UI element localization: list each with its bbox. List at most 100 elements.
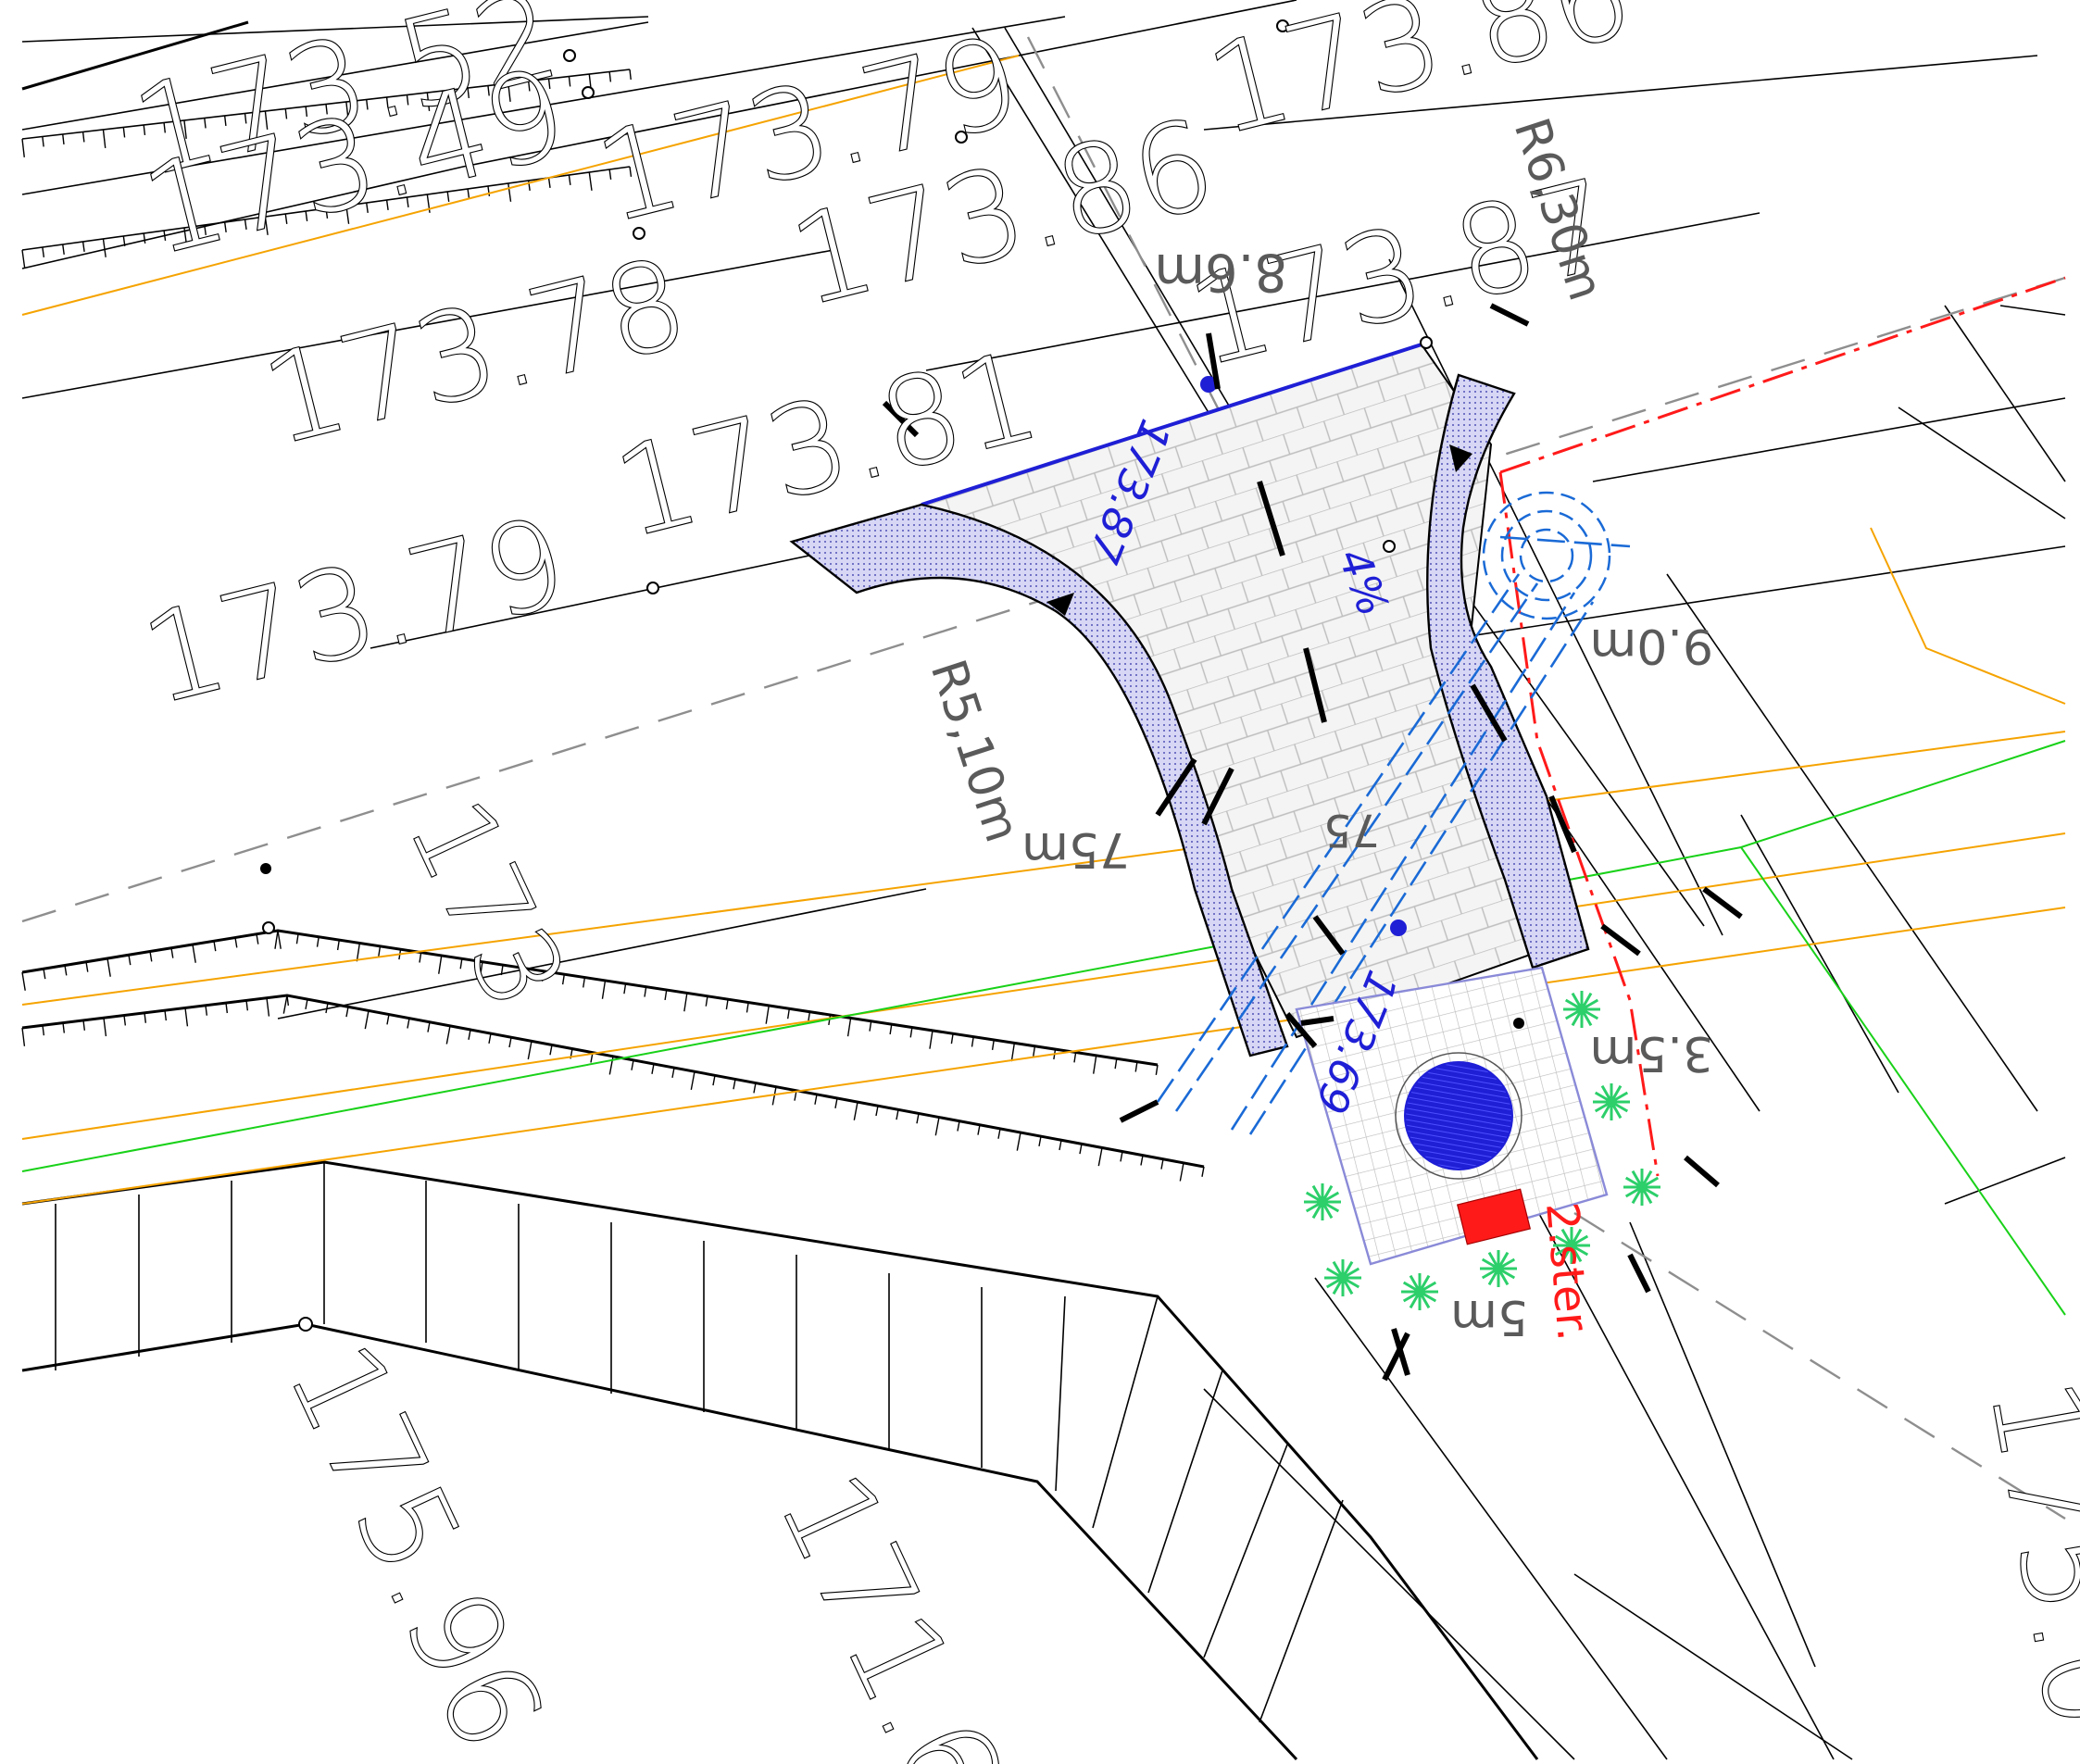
fence-tick (507, 82, 511, 102)
dimension-label: 75m (1021, 821, 1130, 877)
shrub-symbol (1401, 1273, 1438, 1310)
fence-tick (325, 104, 328, 115)
fence-tick (386, 1014, 390, 1025)
fence-tick (102, 129, 107, 148)
fence-tick (467, 87, 470, 99)
fence-tick (765, 1005, 770, 1024)
fence-tick (459, 958, 463, 970)
courtyard (1295, 966, 1609, 1266)
dimension-label: 8.6m (1154, 242, 1287, 302)
fence-tick (547, 78, 551, 90)
fence-tick (42, 1025, 45, 1036)
fence-tick (608, 169, 612, 180)
elevation-label: 173.79 (130, 491, 579, 732)
fence-tick (487, 185, 491, 196)
fence-tick (264, 216, 269, 235)
fence-tick (345, 1007, 349, 1018)
fence-tick (123, 1015, 127, 1026)
fence-tick (305, 106, 308, 118)
fence-tick (446, 191, 450, 202)
fence-tick (950, 1033, 954, 1045)
dimension-label: R5,10m (920, 653, 1031, 848)
fence-tick (336, 940, 340, 951)
fence-tick (508, 1037, 512, 1048)
fence-tick (971, 1036, 974, 1047)
fence-tick (896, 1109, 899, 1120)
fence-tick (549, 1045, 553, 1056)
fence-tick (608, 1056, 614, 1075)
fence-tick (295, 933, 299, 945)
fence-tick (853, 1101, 858, 1120)
fence-tick (1155, 1064, 1159, 1075)
fence-tick (753, 1082, 757, 1094)
fence-tick (991, 1039, 995, 1051)
fence-tick (274, 930, 279, 949)
shrub-symbol (1480, 1250, 1517, 1287)
fence-tick (122, 235, 126, 246)
elevation-label: 173 (383, 782, 590, 1028)
fence-tick (527, 1041, 533, 1060)
fence-tick (192, 944, 196, 963)
fence-tick (1059, 1140, 1062, 1151)
fence-tick (282, 995, 288, 1014)
fence-tick (170, 947, 174, 958)
fence-tick (712, 1075, 716, 1086)
fence-tick (223, 115, 227, 127)
fence-tick (183, 119, 187, 139)
drain-pipes (1156, 491, 1631, 1135)
fence-tick (629, 69, 632, 81)
elevation-label: 171.6 (751, 1452, 1028, 1764)
shrub-symbol (1563, 991, 1600, 1028)
shrub-symbol (1324, 1259, 1361, 1296)
fence-tick (1179, 1162, 1184, 1182)
fence-tick (85, 961, 89, 972)
fence-tick (527, 81, 531, 92)
fence-tick (608, 71, 612, 82)
fence-tick (601, 980, 607, 999)
fence-tick (909, 1027, 913, 1038)
fence-tick (378, 945, 382, 957)
fence-tick (1033, 1045, 1036, 1057)
shrub-symbol (1623, 1169, 1660, 1206)
fence-tick (62, 133, 65, 145)
fence-tick (144, 1012, 147, 1023)
fence-tick (21, 971, 26, 991)
fence-tick (705, 995, 708, 1007)
fence-tick (547, 177, 551, 188)
fence-tick (305, 210, 308, 221)
fence-tick (102, 238, 107, 257)
fence-tick (438, 955, 443, 974)
fence-tick (568, 174, 571, 185)
fence-tick (385, 199, 389, 210)
fence-tick (345, 101, 349, 120)
fence-tick (487, 85, 490, 96)
fence-tick (62, 244, 65, 255)
fence-tick (1093, 1055, 1097, 1074)
section-ticks (882, 303, 1743, 1382)
boundary-label: 2.ster. (1535, 1200, 1599, 1343)
fence-tick (934, 1117, 940, 1136)
fence-tick (746, 1002, 749, 1013)
fence-tick (364, 1010, 370, 1030)
fence-tick (82, 1020, 86, 1031)
fence-tick (264, 110, 269, 130)
fence-tick (149, 951, 153, 962)
fence-tick (42, 246, 45, 257)
utility-lines (21, 36, 2066, 1520)
fence-tick (664, 989, 668, 1001)
fence-tick (128, 955, 132, 966)
fence-tick (163, 230, 167, 241)
fence-tick (846, 1018, 852, 1037)
fence-tick (277, 930, 282, 949)
fence-tick (103, 1018, 107, 1037)
fence-tick (507, 182, 512, 202)
fence-tick (305, 998, 308, 1010)
fence-tick (284, 213, 288, 224)
fence-tick (42, 136, 44, 147)
fence-tick (446, 90, 450, 101)
fence-tick (81, 241, 85, 252)
fence-tick (256, 933, 259, 945)
dimension-label: 9.0m (1590, 618, 1713, 673)
fence-tick (356, 943, 361, 962)
